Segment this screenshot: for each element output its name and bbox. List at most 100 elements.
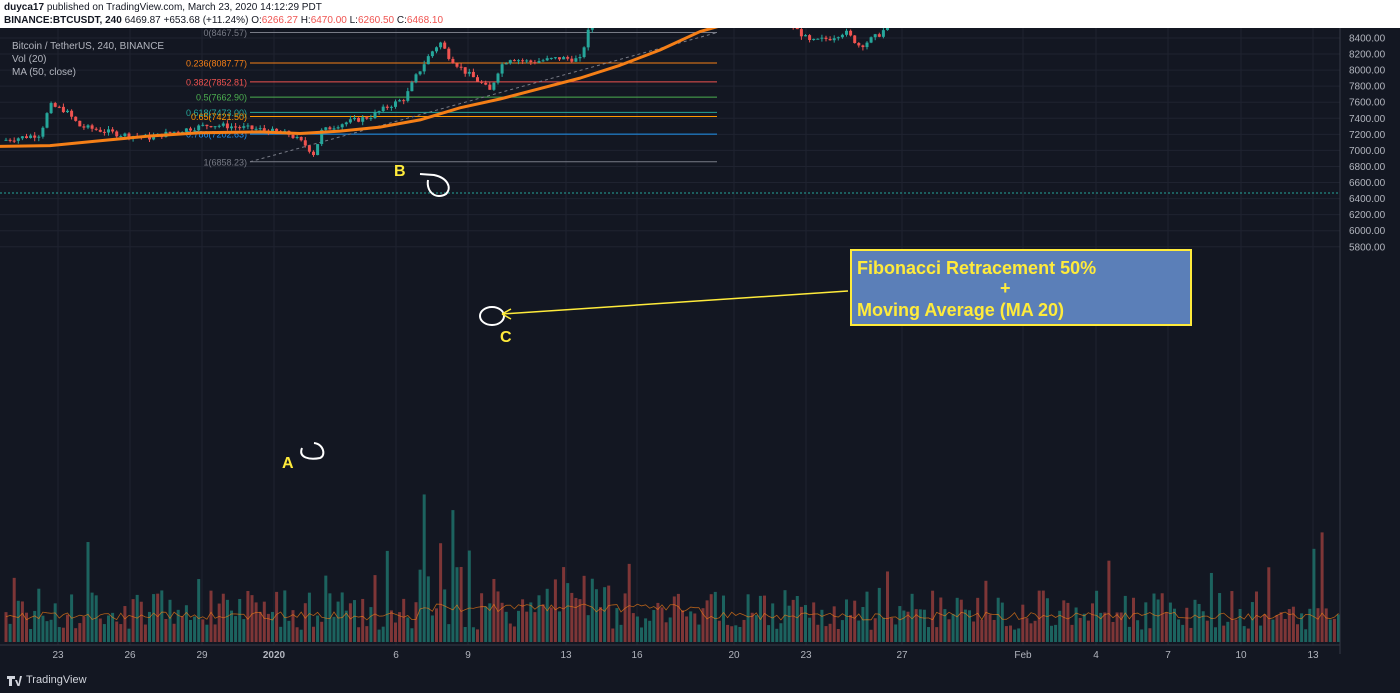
candle-body (12, 140, 16, 142)
candle-body (217, 125, 221, 127)
candle-body (447, 48, 451, 59)
candlesticks (4, 28, 889, 157)
candle-body (422, 64, 426, 72)
candle-body (262, 128, 266, 131)
candle-body (804, 35, 807, 37)
volume-bar (414, 602, 418, 642)
candle-body (480, 81, 484, 83)
candle-body (90, 125, 94, 129)
annotation-box (850, 249, 1192, 326)
volume-bar (976, 597, 980, 642)
volume-bar (37, 588, 41, 642)
volume-bar (41, 615, 45, 642)
footer-brand[interactable]: TradingView (26, 674, 87, 686)
volume-bar (287, 620, 291, 642)
volume-bar (348, 603, 352, 642)
time-tick: 26 (124, 650, 136, 661)
volume-bar (1250, 602, 1254, 642)
volume-bar (1218, 593, 1222, 642)
candle-body (221, 123, 225, 126)
candle-body (435, 47, 438, 52)
volume-bar (78, 623, 82, 642)
volume-bar (1144, 602, 1148, 642)
volume-bar (730, 626, 734, 642)
candle-body (225, 123, 229, 129)
volume-bar (988, 614, 992, 642)
open-value: 6266.27 (261, 15, 298, 26)
fib-trend-line (249, 32, 718, 163)
candle-body (365, 117, 369, 119)
candle-body (70, 110, 74, 117)
candle-body (119, 136, 123, 138)
candle-body (853, 35, 857, 44)
volume-bar (1021, 604, 1025, 642)
volume-bar (1054, 624, 1058, 642)
candle-body (205, 124, 209, 127)
ma-50-line (0, 28, 719, 148)
volume-bar (357, 627, 361, 642)
candle-body (430, 51, 434, 57)
volume-bar (623, 593, 627, 642)
candle-body (25, 136, 28, 138)
volume-bar (316, 615, 320, 642)
volume-bar (492, 578, 496, 642)
fib-level-label: 0.618(7473.00) (186, 108, 247, 118)
volume-bar (1283, 618, 1287, 642)
time-tick: 7 (1165, 650, 1171, 661)
volume-bar (586, 615, 590, 642)
candle-body (484, 82, 488, 85)
high-value: 6470.00 (310, 15, 347, 26)
annotation-arrow (501, 290, 849, 315)
volume-bar (1004, 626, 1008, 642)
candle-body (521, 60, 525, 62)
volume-bar (771, 603, 775, 642)
volume-bar (1115, 612, 1119, 642)
candle-body (213, 126, 217, 128)
close-label: C: (396, 15, 407, 26)
volume-bar (1148, 628, 1152, 642)
volume-bar (1234, 619, 1238, 642)
volume-bar (262, 601, 266, 642)
volume-bar (402, 598, 406, 642)
volume-bar (164, 618, 168, 642)
candle-body (102, 131, 106, 133)
fib-level-label: 0(8467.57) (203, 28, 247, 38)
price-tick: 7000.00 (1349, 146, 1386, 157)
volume-bar (693, 613, 697, 642)
volume-bar (775, 628, 779, 642)
candle-body (234, 126, 238, 128)
volume-bar (820, 609, 824, 642)
volume-bar (836, 629, 840, 642)
volume-bar (238, 598, 242, 642)
price-chart[interactable]: 0(8467.57) 0.236(8087.77) 0.382(7852.81) 0.… (0, 28, 1400, 670)
volume-bar (582, 575, 586, 642)
legend-title[interactable]: Bitcoin / TetherUS, 240, BINANCE (12, 41, 165, 52)
volume-bar (812, 602, 816, 642)
ohlc-line: BINANCE:BTCUSDT, 240 6469.87 +653.68 (+1… (4, 14, 443, 27)
volume-bar (443, 589, 447, 642)
volume-bar (1205, 620, 1209, 642)
candle-body (20, 136, 24, 139)
annotation-line-2: + (1000, 278, 1011, 298)
fib-level-label: 0.382(7852.81) (186, 77, 247, 87)
volume-bar (439, 543, 443, 642)
volume-bar (660, 607, 664, 642)
volume-bar (1279, 612, 1283, 642)
volume-bar (664, 622, 668, 642)
volume-bar (254, 602, 258, 642)
candle-body (549, 57, 553, 59)
time-tick: 4 (1093, 650, 1099, 661)
candle-body (389, 106, 393, 108)
volume-bar (463, 627, 467, 642)
legend-vol[interactable]: Vol (20) (12, 54, 47, 65)
candle-body (66, 110, 69, 113)
publisher-name[interactable]: duyca17 (4, 2, 45, 13)
volume-bar (685, 616, 689, 642)
candle-body (553, 57, 557, 59)
volume-bar (94, 595, 98, 642)
volume-bar (307, 592, 311, 642)
legend-ma[interactable]: MA (50, close) (12, 67, 76, 78)
time-tick: 23 (52, 650, 64, 661)
candle-body (328, 127, 332, 130)
candle-body (4, 139, 8, 141)
